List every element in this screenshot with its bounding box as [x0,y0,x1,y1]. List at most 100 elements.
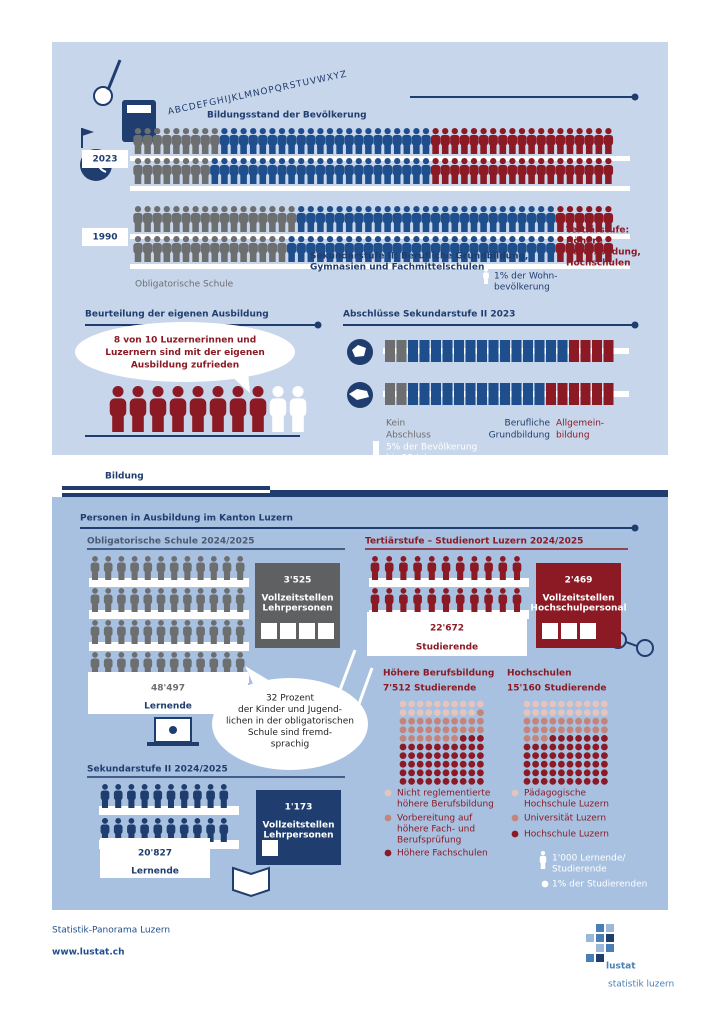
head [461,206,468,213]
dot [442,700,450,708]
head [414,588,421,594]
legs [105,570,112,580]
square [280,623,296,639]
bubble-tail [230,371,250,393]
head [158,556,164,562]
body [149,398,167,417]
body [565,135,575,146]
head [547,127,554,135]
dot-title: Höhere Berufsbildung [383,669,494,679]
dot [408,726,415,734]
legs [509,144,516,154]
head [182,236,190,243]
icon-group [286,206,556,262]
legs [540,862,546,869]
head [144,158,151,165]
legs [422,222,430,232]
body [392,243,402,254]
body [117,626,126,637]
body [222,562,232,573]
head [422,158,430,165]
body [363,165,374,176]
body [235,594,245,605]
legs [386,570,393,580]
legs [269,222,276,232]
head [288,127,295,135]
body [196,658,205,669]
head [374,158,382,165]
body [296,165,306,176]
block-group [408,383,545,405]
legs [345,222,353,232]
category-label: Universität Luzern [524,814,606,824]
legs [131,602,138,612]
legs [413,144,420,154]
dot [566,700,574,708]
body [127,790,136,801]
legs [91,602,99,612]
legs [307,174,315,184]
body [373,213,383,224]
body [210,213,220,224]
legs [211,222,219,232]
dot [540,778,548,785]
legs [240,144,247,154]
body [183,626,192,637]
legs [384,222,391,232]
dot [592,726,600,734]
head [374,206,382,213]
head [115,784,122,790]
dot [442,743,450,751]
body [142,213,153,224]
head [221,158,228,165]
head [105,652,112,658]
dot [549,735,557,742]
head [163,206,170,213]
block-group [385,340,407,362]
legs [91,666,99,676]
body [344,213,354,224]
legs [297,252,305,262]
legend-icon [483,268,489,284]
dot [416,769,424,777]
head [451,236,458,243]
legs [297,144,305,154]
body [325,165,335,176]
legs [211,174,219,184]
learners-value: 48'497 [151,684,185,694]
dot [442,752,450,759]
body [269,398,287,417]
head [595,158,602,165]
head [128,818,135,824]
head [298,206,305,213]
dot [425,700,433,708]
dot [523,726,531,734]
dot [540,769,548,777]
head [154,206,161,213]
legs [192,174,199,184]
legs [326,174,334,184]
legs [371,570,379,580]
section-title: Beurteilung der eigenen Ausbildung [85,310,269,320]
head [470,206,478,213]
dot [583,735,591,742]
body [354,213,364,224]
head [461,236,468,243]
legs [470,222,478,232]
body [103,626,113,637]
body [498,213,508,224]
legs [197,602,204,612]
dot [523,743,531,751]
dot [575,752,582,759]
legend-label: 5% der Bevölkerung [386,443,477,453]
head [326,236,334,243]
dot [442,717,450,725]
head [422,206,430,213]
head [317,236,324,243]
head [173,236,180,243]
head [457,556,464,562]
head [105,556,112,562]
legs [297,222,305,232]
body [109,398,127,417]
dot [434,700,441,708]
